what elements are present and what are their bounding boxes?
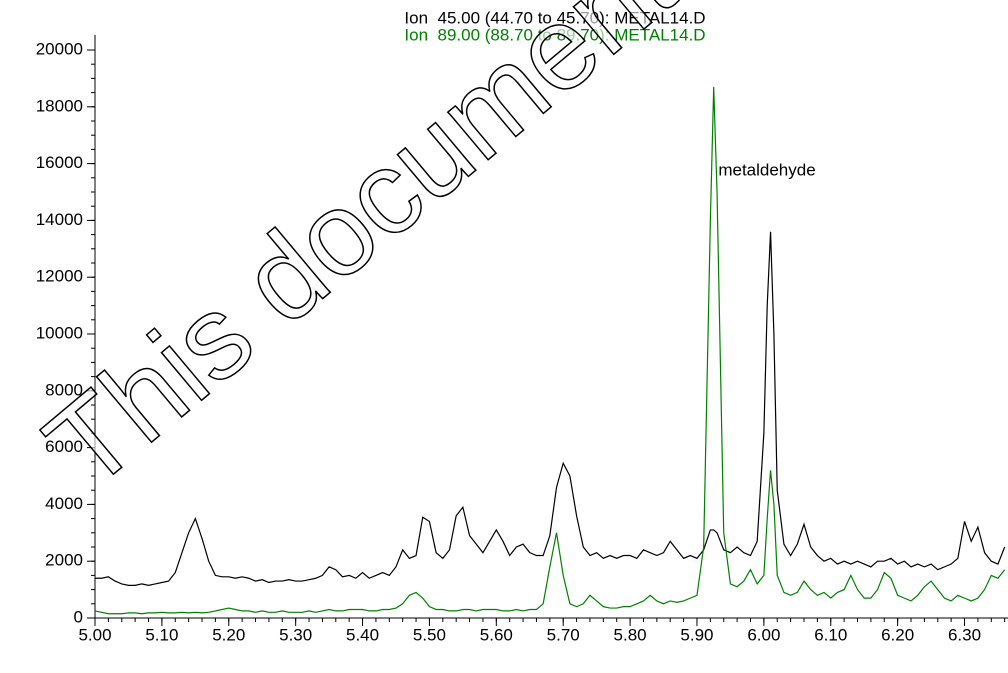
y-tick-label: 0 bbox=[74, 607, 83, 626]
series-line bbox=[95, 231, 1006, 586]
x-tick-label: 5.90 bbox=[680, 625, 713, 644]
x-tick-label: 6.30 bbox=[948, 625, 981, 644]
y-tick-label: 12000 bbox=[36, 267, 83, 286]
x-tick-label: 5.80 bbox=[614, 625, 647, 644]
y-tick-label: 20000 bbox=[36, 39, 83, 58]
legend-entry: Ion 45.00 (44.70 to 45.70): METAL14.D bbox=[404, 8, 705, 27]
y-tick-label: 4000 bbox=[45, 494, 83, 513]
y-tick-label: 16000 bbox=[36, 153, 83, 172]
y-tick-label: 2000 bbox=[45, 551, 83, 570]
watermark: This document was bbox=[22, 0, 886, 514]
x-tick-label: 5.40 bbox=[346, 625, 379, 644]
y-tick-label: 10000 bbox=[36, 323, 83, 342]
x-tick-label: 5.10 bbox=[145, 625, 178, 644]
x-tick-label: 5.30 bbox=[279, 625, 312, 644]
x-tick-label: 5.00 bbox=[78, 625, 111, 644]
y-tick-label: 8000 bbox=[45, 380, 83, 399]
x-tick-label: 5.20 bbox=[212, 625, 245, 644]
x-tick-label: 6.10 bbox=[814, 625, 847, 644]
y-tick-label: 14000 bbox=[36, 210, 83, 229]
legend-entry: Ion 89.00 (88.70 to 89.70): METAL14.D bbox=[404, 25, 705, 44]
x-tick-label: 6.20 bbox=[881, 625, 914, 644]
x-tick-label: 5.70 bbox=[547, 625, 580, 644]
series-line bbox=[94, 86, 1006, 615]
annotation: metaldehyde bbox=[718, 160, 815, 179]
y-tick-label: 18000 bbox=[36, 96, 83, 115]
x-tick-label: 6.00 bbox=[747, 625, 780, 644]
x-tick-label: 5.50 bbox=[413, 625, 446, 644]
y-tick-label: 6000 bbox=[45, 437, 83, 456]
x-tick-label: 5.60 bbox=[480, 625, 513, 644]
